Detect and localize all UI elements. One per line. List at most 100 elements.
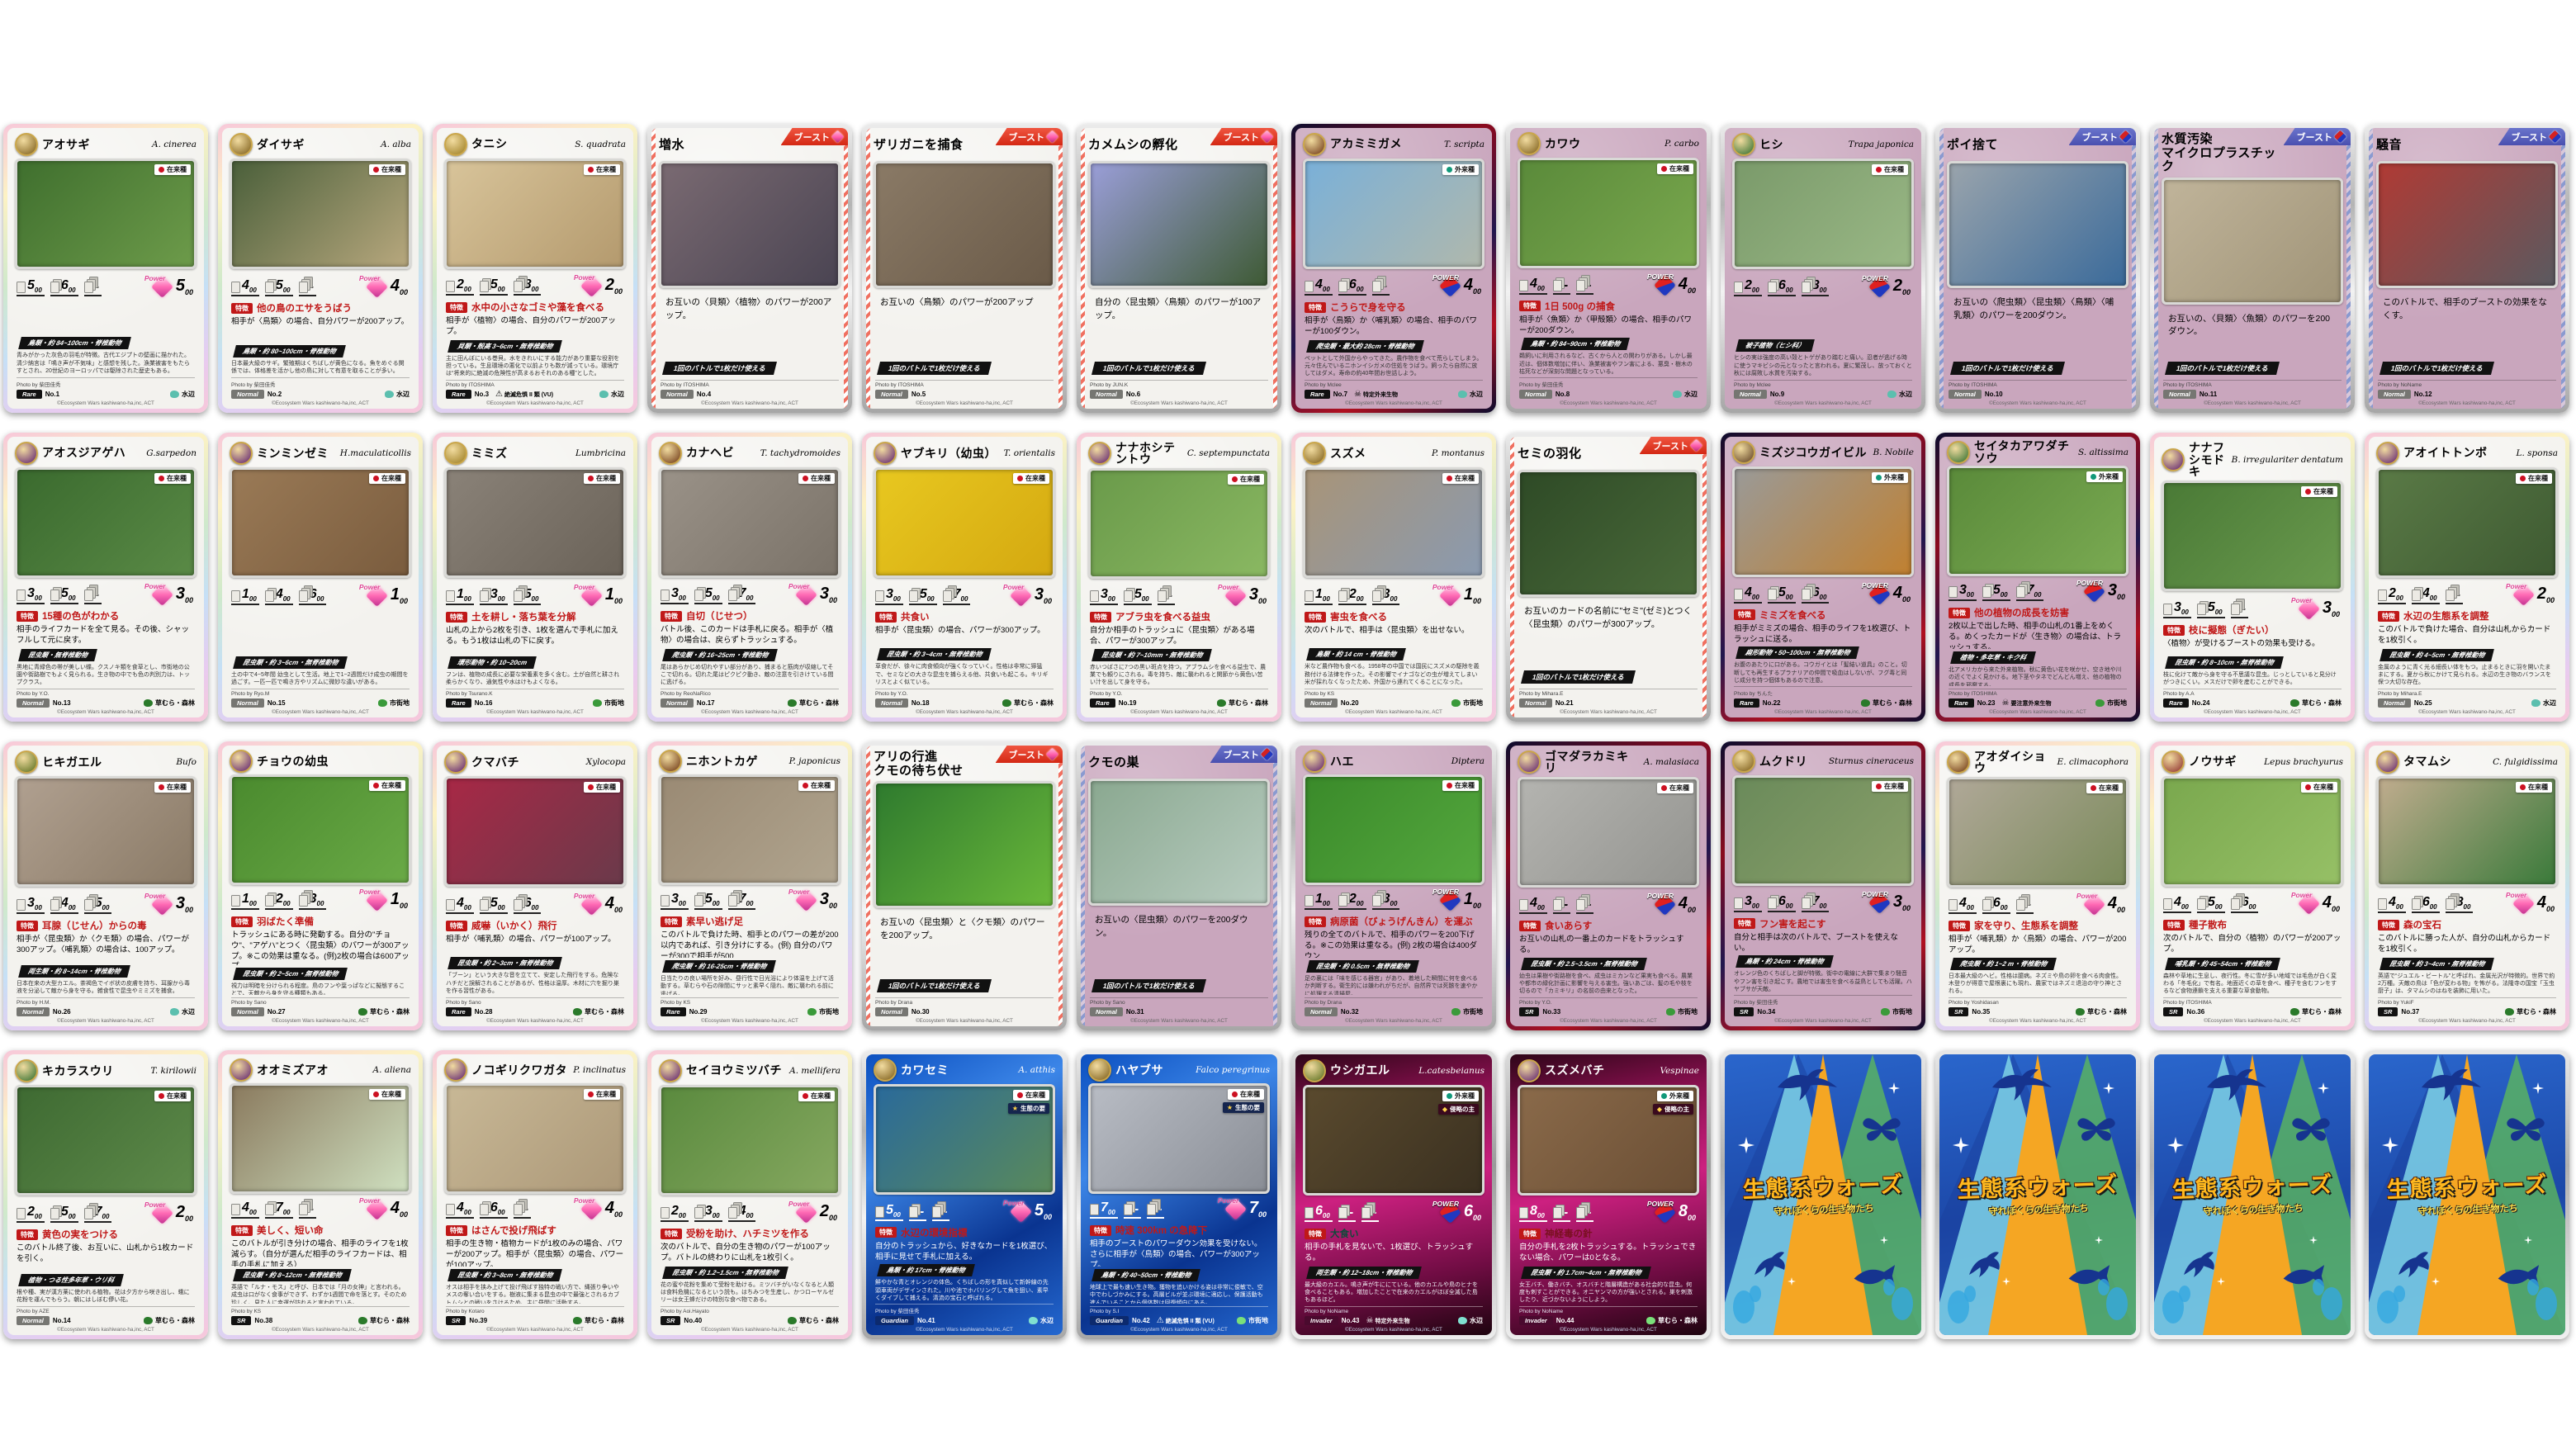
card-number: No.22 (1762, 699, 1781, 708)
stats-row: 200 600 800 POWER 200 (1734, 274, 1912, 298)
card-no3[interactable]: タニシ S. quadrata 在来種 200 500 800 Power 200 … (433, 124, 637, 413)
card-no1[interactable]: アオサギ A. cinerea 在来種 500 600 - Power 500 鳥類… (3, 124, 208, 413)
feature-name: 羽ばたく準備 (257, 917, 314, 927)
card-no26[interactable]: ヒキガエル Bufo 在来種 300 400 500 Power 300 特徴 耳腺… (3, 741, 208, 1030)
card-stack-icon (513, 899, 523, 911)
taxonomy-bar: 昆虫類・約 8~12cm・無脊椎動物 (233, 1269, 352, 1282)
card-no41[interactable]: カワセミ A. atthis 在来種 ★ 生態の要 500 - - Power 500… (862, 1050, 1067, 1339)
card-no8[interactable]: カワウ P. carbo 在来種 400 - - POWER 400 特徴 1日 5… (1506, 124, 1711, 413)
card-no28[interactable]: クマバチ Xylocopa 在来種 400 500 600 Power 400 特徴… (433, 741, 637, 1030)
card-no4[interactable]: ブースト 増水 お互いの〈貝類〉〈植物〉のパワーが200アップ。 1回のバトルで… (647, 124, 852, 413)
card-stack-icon (875, 1205, 884, 1218)
card-no11[interactable]: ブースト 水質汚染 マイクロプラスチック お互いの、〈貝類〉〈魚類〉のパワーを2… (2150, 124, 2355, 413)
taxonomy-bar: 昆虫類・約 0.5cm・無脊椎動物 (1306, 960, 1419, 973)
card-frame: クマバチ Xylocopa 在来種 400 500 600 Power 400 特徴… (433, 741, 637, 1030)
reptile-icon (659, 750, 682, 773)
rarity-badge: Normal (2378, 698, 2411, 708)
origin-dot-icon (1661, 784, 1667, 791)
scientific-name: Trapa japonica (1848, 140, 1914, 149)
habitat-icon (144, 699, 153, 707)
card-no37[interactable]: タマムシ C. fulgidissima 在来種 400 600 800 Power… (2365, 741, 2569, 1030)
card-no38[interactable]: オオミズアオ A. aliena 在来種 400 700 - Power 400 特… (218, 1050, 423, 1339)
card-back[interactable]: 生態系ウォーズ 守れぼくらの生き物たち (1721, 1050, 1925, 1339)
origin-dot-icon (2091, 474, 2096, 480)
card-no22[interactable]: ミズジコウガイビル B. Nobile 外来種 400 500 600 POWER … (1721, 433, 1925, 722)
cost-slot-1: 300 (1734, 894, 1762, 912)
card-no13[interactable]: アオスジアゲハ G.sarpedon 在来種 300 500 - Power 300… (3, 433, 208, 722)
card-no2[interactable]: ダイサギ A. alba 在来種 400 500 - Power 400 特徴 他の… (218, 124, 423, 413)
card-no44[interactable]: スズメバチ Vespinae 外来種 ◆ 侵略の主 800 - - POWER 800… (1506, 1050, 1711, 1339)
origin-badge: 在来種 (584, 1089, 620, 1100)
card-back[interactable]: 生態系ウォーズ 守れぼくらの生き物たち (2150, 1050, 2355, 1339)
card-no36[interactable]: ノウサギ Lepus brachyurus 在来種 400 500 600 Powe… (2150, 741, 2355, 1030)
card-no5[interactable]: ブースト ザリガニを捕食 お互いの〈鳥類〉のパワーが200アップ 1回のバトルで… (862, 124, 1067, 413)
power-label: Power (144, 582, 166, 591)
photo-credit: Photo by JUN.K (1090, 380, 1268, 388)
description-text: 土の中で4~5年間 幼虫として生活。地上で1~2週間だけ成虫の期間を過ごす。一匹… (231, 671, 409, 685)
card-no23[interactable]: セイタカアワダチソウ S. altissima 外来種 300 500 700 PO… (1935, 433, 2140, 722)
card-stack-icon (513, 281, 523, 293)
power-value: 400 (1892, 583, 1911, 604)
card-no42[interactable]: ハヤブサ Falco peregrinus 在来種 ★ 生態の要 700 - - Po… (1077, 1050, 1281, 1339)
card-back[interactable]: 生態系ウォーズ 守れぼくらの生き物たち (1935, 1050, 2140, 1339)
card-no29[interactable]: ニホントカゲ P. japonicus 在来種 300 500 700 Power … (647, 741, 852, 1030)
card-no30[interactable]: ブースト アリの行進 クモの待ち伏せ お互いの〈昆虫類〉と〈クモ類〉のパワーを2… (862, 741, 1067, 1030)
card-no9[interactable]: ヒシ Trapa japonica 在来種 200 600 800 POWER 20… (1721, 124, 1925, 413)
cost-slot-3: 500 (83, 896, 112, 914)
card-number: No.14 (52, 1317, 71, 1324)
habitat-label: 草むら・森林 (358, 1316, 410, 1325)
card-no34[interactable]: ムクドリ Sturnus cineraceus 在来種 300 600 700 PO… (1721, 741, 1925, 1030)
card-no12[interactable]: ブースト 騒音 このバトルで、相手のブーストの効果をなくす。 1回のバトルで1枚… (2365, 124, 2569, 413)
feature-name: 水辺の環境指標 (901, 1228, 968, 1238)
card-no31[interactable]: ブースト クモの巣 お互いの〈昆虫類〉のパワーを200ダウン。 1回のバトルで1… (1077, 741, 1281, 1030)
origin-badge: 在来種 (798, 780, 835, 791)
card-no10[interactable]: ブースト ポイ捨て お互いの〈爬虫類〉〈昆虫類〉〈鳥類〉〈哺乳類〉のパワーを20… (1935, 124, 2140, 413)
power-display: Power 300 (788, 582, 839, 607)
card-no21[interactable]: ブースト セミの羽化 お互いのカードの名前に"セミ"(ゼミ)とつく〈昆虫類〉のパ… (1506, 433, 1711, 722)
habitat-label: 草むら・森林 (788, 698, 839, 708)
card-no35[interactable]: アオダイショウ E. climacophora 在来種 400 600 - Powe… (1935, 741, 2140, 1030)
card-no15[interactable]: ミンミンゼミ H.maculaticollis 在来種 100 400 600 Po… (218, 433, 423, 722)
effect-text: 相手の生き物・植物カードが1枚のみの場合、パワーが200アップ。相手が〈昆虫類〉… (446, 1239, 624, 1267)
feature-chip: 特徴 (1519, 301, 1541, 312)
card-no17[interactable]: カナヘビ T. tachydromoides 在来種 300 500 700 Pow… (647, 433, 852, 722)
rarity-badge: Normal (17, 1316, 50, 1325)
photo-credit: Photo by Yoshidasan (1949, 997, 2127, 1006)
card-no25[interactable]: アオイトトンボ L. sponsa 在来種 200 400 - Power 200 … (2365, 433, 2569, 722)
card-no33[interactable]: ゴマダラカミキリ A. malasiaca 在来種 400 - - POWER 40… (1506, 741, 1711, 1030)
card-no19[interactable]: ナナホシテントウ C. septempunctata 在来種 300 500 - P… (1077, 433, 1281, 722)
card-photo (874, 781, 1055, 908)
power-display: Power 300 (144, 892, 195, 916)
habitat-icon (1458, 1317, 1467, 1324)
card-no18[interactable]: ヤブキリ（幼虫） T. orientalis 在来種 300 500 700 Pow… (862, 433, 1067, 722)
power-value: 100 (390, 585, 408, 605)
stat-value: 700 (94, 1204, 110, 1220)
card-no40[interactable]: セイヨウミツバチ A. mellifera 在来種 200 300 400 Powe… (647, 1050, 852, 1339)
feature-name: 耳腺（じせん）からの毒 (42, 921, 147, 931)
origin-badge: 在来種 (2301, 486, 2337, 498)
card-back[interactable]: 生態系ウォーズ 守れぼくらの生き物たち (2365, 1050, 2569, 1339)
card-no6[interactable]: ブースト カメムシの孵化 自分の〈昆虫類〉〈鳥類〉のパワーが100アップ。 1回… (1077, 124, 1281, 413)
card-no7[interactable]: アカミミガメ T. scripta 外来種 400 600 - POWER 400 … (1291, 124, 1496, 413)
effect-text: このバトル終了後、お互いに、山札から1枚カードを引く。 (17, 1243, 194, 1263)
card-stack-icon (298, 895, 308, 907)
feature-name: 他の植物の成長を妨害 (1974, 608, 2069, 618)
card-photo (1088, 161, 1270, 288)
stats-row: 300 600 700 POWER 300 (1734, 890, 1912, 914)
card-no16[interactable]: ミミズ Lumbricina 在来種 100 300 500 Power 100 特… (433, 433, 637, 722)
card-no39[interactable]: ノコギリクワガタ P. inclinatus 在来種 400 600 - Power… (433, 1050, 637, 1339)
card-no32[interactable]: ハエ Diptera 在来種 100 200 300 POWER 100 特徴 病原… (1291, 741, 1496, 1030)
photo-credit: Photo by 柴田佳秀 (1734, 995, 1912, 1006)
card-no20[interactable]: スズメ P. montanus 在来種 100 200 300 Power 100 … (1291, 433, 1496, 722)
copyright-text: ©Ecosystem Wars kashiwano-ha,inc, ACT (1560, 1018, 1657, 1024)
boost-tag: ブースト (2283, 128, 2351, 145)
card-no27[interactable]: チョウの幼虫 在来種 100 200 300 Power 100 特徴 羽ばたく準備… (218, 741, 423, 1030)
card-no14[interactable]: キカラスウリ T. kirilowii 在来種 200 500 700 Power … (3, 1050, 208, 1339)
card-no43[interactable]: ウシガエル L.catesbeianus 外来種 ◆ 侵略の主 600 - - POW… (1291, 1050, 1496, 1339)
effect-text: 相手の手札を見ないで、1枚選び、トラッシュする。 (1305, 1243, 1474, 1263)
worm-icon (444, 442, 467, 465)
card-stack-icon (298, 1204, 308, 1215)
cost-slot-2: 200 (1338, 587, 1366, 605)
card-stack-icon (298, 282, 308, 293)
card-no24[interactable]: ナナフシモドキ B. irregulariter dentatum 在来種 30… (2150, 433, 2355, 722)
